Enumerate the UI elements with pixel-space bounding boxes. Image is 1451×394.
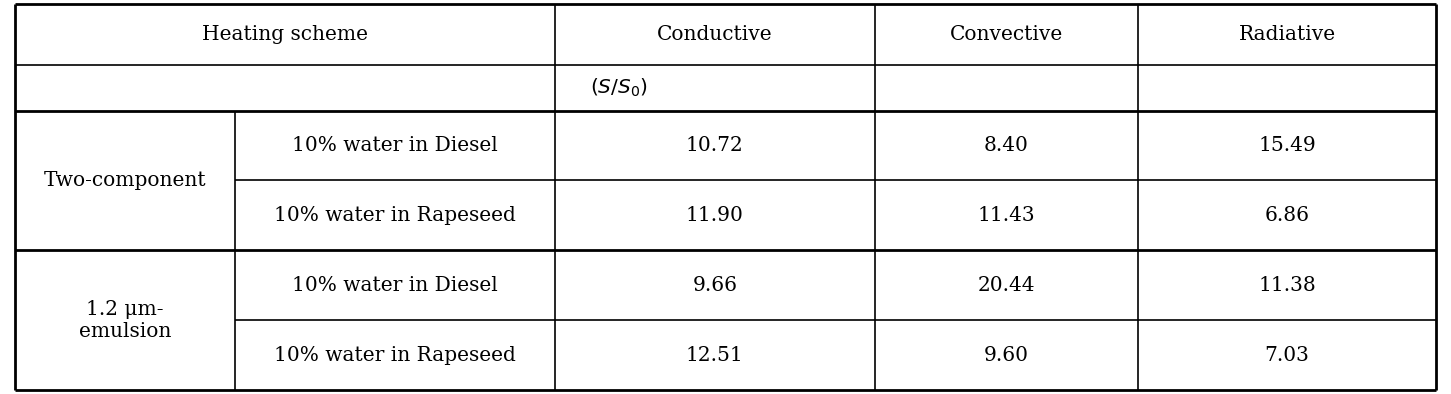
Text: 10% water in Rapeseed: 10% water in Rapeseed	[274, 346, 515, 364]
Text: Two-component: Two-component	[44, 171, 206, 190]
Text: Radiative: Radiative	[1239, 25, 1336, 44]
Text: 9.66: 9.66	[692, 276, 737, 295]
Text: 9.60: 9.60	[984, 346, 1029, 364]
Text: 1.2 μm-
emulsion: 1.2 μm- emulsion	[78, 300, 171, 341]
Text: Convective: Convective	[950, 25, 1064, 44]
Text: 11.38: 11.38	[1258, 276, 1316, 295]
Text: 6.86: 6.86	[1265, 206, 1310, 225]
Text: $(S/S_0)$: $(S/S_0)$	[591, 76, 649, 99]
Text: 11.90: 11.90	[686, 206, 744, 225]
Text: 20.44: 20.44	[978, 276, 1035, 295]
Text: 7.03: 7.03	[1265, 346, 1310, 364]
Text: 10% water in Diesel: 10% water in Diesel	[292, 276, 498, 295]
Text: 11.43: 11.43	[978, 206, 1035, 225]
Text: 8.40: 8.40	[984, 136, 1029, 155]
Text: Conductive: Conductive	[657, 25, 772, 44]
Text: 12.51: 12.51	[686, 346, 744, 364]
Text: 10.72: 10.72	[686, 136, 744, 155]
Text: 10% water in Diesel: 10% water in Diesel	[292, 136, 498, 155]
Text: 15.49: 15.49	[1258, 136, 1316, 155]
Text: 10% water in Rapeseed: 10% water in Rapeseed	[274, 206, 515, 225]
Text: Heating scheme: Heating scheme	[202, 25, 367, 44]
